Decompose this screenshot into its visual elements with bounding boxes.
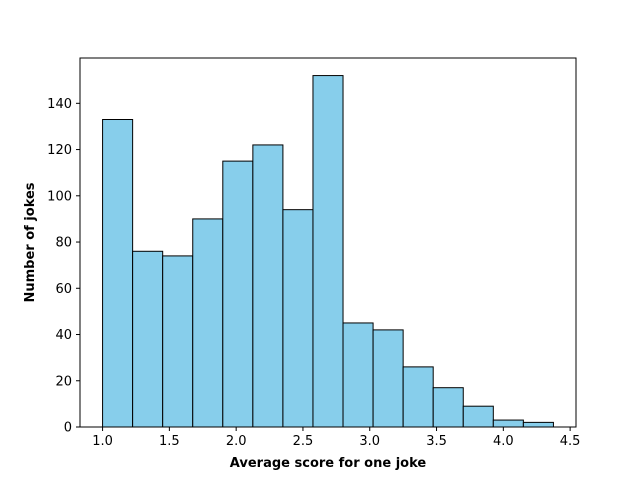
histogram-bar-1 bbox=[102, 119, 134, 428]
y-tick-label: 20 bbox=[55, 374, 72, 389]
histogram-bar-6 bbox=[252, 144, 284, 428]
histogram-bar-9 bbox=[342, 322, 374, 428]
histogram-bar-10 bbox=[372, 329, 404, 428]
x-tick-label: 2.5 bbox=[293, 434, 314, 449]
y-tick-label: 100 bbox=[47, 189, 72, 204]
bars-group bbox=[102, 75, 554, 428]
histogram-bar-5 bbox=[222, 160, 254, 428]
y-tick-label: 40 bbox=[55, 328, 72, 343]
y-tick-label: 60 bbox=[55, 282, 72, 297]
histogram-bar-13 bbox=[462, 405, 494, 428]
histogram-bar-11 bbox=[402, 366, 434, 428]
histogram-bar-4 bbox=[192, 218, 224, 428]
histogram-bar-7 bbox=[282, 209, 314, 428]
histogram-bar-3 bbox=[162, 255, 194, 428]
y-tick-label: 140 bbox=[47, 97, 72, 112]
x-tick-label: 4.5 bbox=[560, 434, 581, 449]
y-tick-label: 120 bbox=[47, 143, 72, 158]
x-tick-label: 3.0 bbox=[359, 434, 380, 449]
x-axis-title: Average score for one joke bbox=[230, 456, 427, 471]
histogram-bar-15 bbox=[522, 421, 554, 428]
histogram-bar-14 bbox=[492, 419, 524, 428]
histogram-bar-2 bbox=[132, 250, 164, 428]
histogram-bar-12 bbox=[432, 387, 464, 428]
x-tick-label: 4.0 bbox=[493, 434, 514, 449]
x-tick-label: 2.0 bbox=[226, 434, 247, 449]
x-axis-ticks: 1.0 1.5 2.0 2.5 3.0 3.5 4.0 4.5 bbox=[92, 427, 580, 449]
x-tick-label: 1.0 bbox=[92, 434, 113, 449]
y-tick-label: 80 bbox=[55, 236, 72, 251]
y-axis-title: Number of jokes bbox=[23, 182, 38, 302]
histogram-bar-8 bbox=[312, 75, 344, 428]
x-tick-label: 1.5 bbox=[159, 434, 180, 449]
y-tick-label: 0 bbox=[64, 421, 72, 436]
y-axis-ticks: 0 20 40 60 80 100 120 140 bbox=[47, 97, 80, 436]
x-tick-label: 3.5 bbox=[426, 434, 447, 449]
